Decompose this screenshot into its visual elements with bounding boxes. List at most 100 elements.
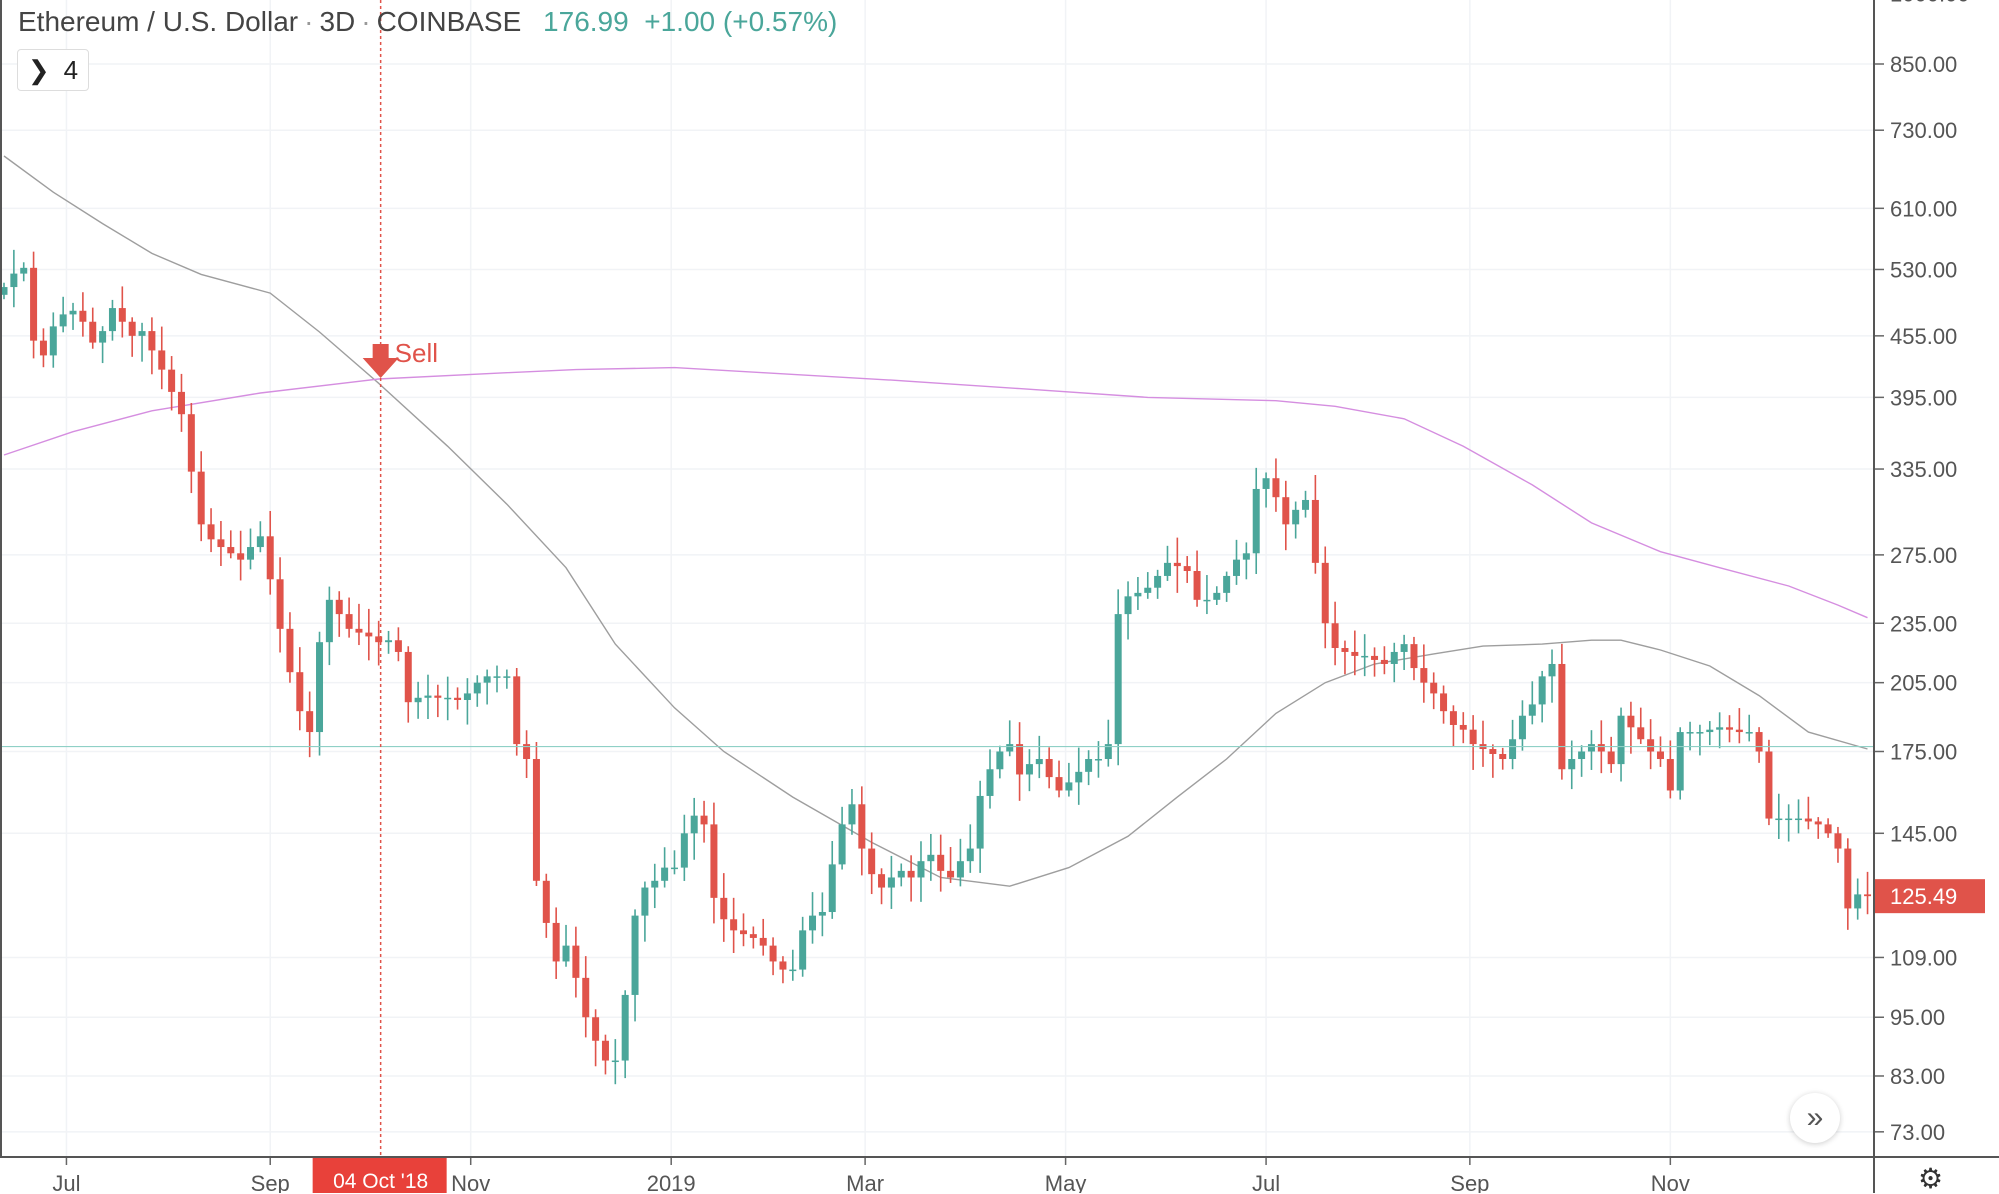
- candle: [769, 937, 777, 976]
- candle: [49, 312, 57, 368]
- candle: [1292, 501, 1300, 539]
- candle-body: [986, 769, 994, 796]
- candle-body: [996, 751, 1004, 770]
- candle-body: [1864, 894, 1872, 897]
- candle: [887, 855, 895, 909]
- candle-body: [611, 1060, 619, 1063]
- candle-body: [414, 697, 422, 703]
- candle-body: [848, 804, 856, 825]
- candle-body: [463, 693, 471, 700]
- candle: [572, 926, 580, 998]
- candle-body: [454, 697, 462, 700]
- candle: [651, 863, 659, 909]
- candle-body: [355, 628, 363, 633]
- candle-body: [266, 536, 274, 580]
- candle: [1065, 762, 1073, 797]
- candle-body: [197, 471, 205, 525]
- candle: [1331, 601, 1339, 666]
- candle: [1025, 749, 1033, 792]
- candle-body: [1440, 693, 1448, 712]
- candle-body: [325, 599, 333, 643]
- settings-gear-icon[interactable]: ⚙: [1918, 1163, 1944, 1194]
- candle-body: [1321, 562, 1329, 624]
- candle-body: [237, 553, 245, 560]
- price-change-pct: (+0.57%): [722, 6, 838, 37]
- candle: [1203, 575, 1211, 615]
- candle: [20, 262, 28, 282]
- candle-body: [1528, 704, 1536, 716]
- scroll-to-realtime-button[interactable]: »: [1790, 1093, 1840, 1143]
- time-tick-label: Jul: [52, 1171, 80, 1193]
- price-tick-label: 610.00: [1890, 196, 1957, 221]
- candle-body: [1647, 739, 1655, 752]
- candle: [947, 847, 955, 883]
- candle: [59, 296, 67, 333]
- candle: [39, 328, 47, 368]
- candle: [1410, 636, 1418, 681]
- candle-body: [641, 887, 649, 916]
- candle-body: [296, 672, 304, 712]
- indicators-toggle-button[interactable]: ❯ 4: [17, 49, 89, 91]
- candle: [128, 317, 136, 357]
- candle: [1627, 701, 1635, 754]
- candle-body: [69, 310, 77, 315]
- candle-body: [345, 614, 353, 629]
- candle-body: [927, 854, 935, 862]
- candle: [848, 789, 856, 835]
- candle: [316, 631, 324, 756]
- candle: [296, 647, 304, 731]
- candle-body: [1489, 749, 1497, 754]
- candle-body: [572, 945, 580, 978]
- candle: [759, 918, 767, 956]
- candle-body: [818, 912, 826, 916]
- candle-body: [385, 640, 393, 643]
- candle: [1775, 793, 1783, 839]
- time-tick-label: 2019: [647, 1171, 696, 1193]
- candle: [1716, 712, 1724, 749]
- candle: [1538, 670, 1546, 723]
- candle-body: [670, 867, 678, 870]
- candle-body: [1775, 818, 1783, 821]
- candle: [907, 855, 915, 902]
- candle-body: [838, 824, 846, 865]
- interval[interactable]: 3D: [319, 6, 356, 37]
- candle: [1124, 581, 1132, 640]
- candle: [118, 286, 126, 338]
- candle-body: [720, 897, 728, 920]
- candle: [1361, 634, 1369, 677]
- candle-body: [1558, 663, 1566, 770]
- candle-body: [1745, 732, 1753, 734]
- candle-body: [710, 824, 718, 898]
- candle: [463, 678, 471, 725]
- candle: [444, 676, 452, 721]
- candle-body: [1814, 821, 1822, 825]
- candle: [473, 675, 481, 707]
- candle: [779, 956, 787, 984]
- candle: [207, 508, 215, 553]
- candle: [1804, 796, 1812, 830]
- candle-body: [118, 308, 126, 322]
- candle-body: [177, 391, 185, 415]
- candle-body: [79, 310, 87, 322]
- candle-body: [1449, 711, 1457, 725]
- candle-body: [956, 861, 964, 878]
- candle: [30, 251, 38, 359]
- candle: [956, 838, 964, 887]
- time-tick-label: Nov: [1651, 1171, 1690, 1193]
- candle: [1016, 722, 1024, 801]
- symbol-header: Ethereum / U.S. Dollar · 3D · COINBASE 176.9…: [18, 6, 838, 37]
- candle: [513, 667, 521, 756]
- candle: [1795, 799, 1803, 834]
- candle: [818, 892, 826, 937]
- candle-body: [1785, 818, 1793, 821]
- candle: [1035, 735, 1043, 779]
- candle: [1440, 685, 1448, 724]
- candle: [424, 674, 432, 720]
- candle: [1528, 681, 1536, 725]
- price-tick-label: 175.00: [1890, 739, 1957, 764]
- candle-body: [1085, 759, 1093, 772]
- candle-body: [749, 934, 757, 938]
- last-price: 176.99: [543, 6, 629, 37]
- candle: [1341, 640, 1349, 675]
